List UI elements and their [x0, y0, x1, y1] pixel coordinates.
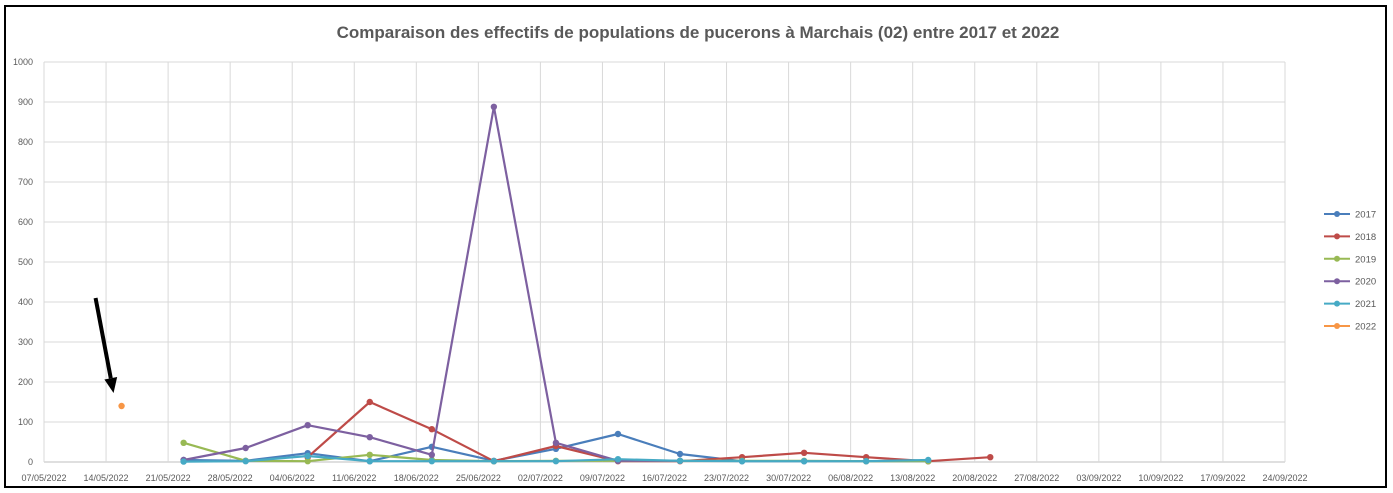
- data-point-2017: [614, 430, 622, 438]
- y-tick-label: 100: [18, 417, 33, 427]
- x-tick-label: 03/09/2022: [1076, 473, 1121, 483]
- legend-item-2022[interactable]: 2022: [1324, 322, 1376, 333]
- x-tick-label: 09/07/2022: [580, 473, 625, 483]
- x-tick-label: 27/08/2022: [1014, 473, 1059, 483]
- x-tick-label: 18/06/2022: [394, 473, 439, 483]
- legend-label: 2021: [1355, 299, 1376, 310]
- data-point-2020: [242, 444, 249, 452]
- x-axis: 07/05/2022 14/05/2022 21/05/2022 28/05/2022…: [21, 473, 1307, 483]
- data-point-2019: [180, 439, 187, 446]
- data-point-2021: [242, 458, 249, 465]
- x-tick-label: 13/08/2022: [890, 473, 935, 483]
- legend-label: 2019: [1355, 254, 1376, 265]
- data-point-2020: [552, 439, 560, 446]
- y-tick-label: 800: [18, 137, 33, 147]
- x-tick-label: 20/08/2022: [952, 473, 997, 483]
- legend-label: 2018: [1355, 232, 1376, 243]
- x-tick-label: 14/05/2022: [84, 473, 129, 483]
- data-point-2021: [925, 456, 932, 464]
- legend-item-2017[interactable]: 2017: [1324, 210, 1376, 221]
- data-point-2021: [304, 452, 311, 460]
- data-point-2021: [738, 458, 746, 465]
- arrow-head: [104, 377, 118, 393]
- legend-label: 2022: [1355, 322, 1376, 333]
- y-tick-label: 400: [18, 297, 33, 307]
- y-tick-label: 500: [18, 257, 33, 267]
- data-point-2018: [366, 398, 373, 406]
- data-point-2019: [366, 451, 373, 458]
- data-point-2022: [118, 402, 125, 410]
- y-tick-label: 300: [18, 337, 33, 347]
- x-tick-label: 30/07/2022: [766, 473, 811, 483]
- chart-title: Comparaison des effectifs de populations…: [337, 23, 1060, 42]
- y-tick-label: 1000: [13, 57, 33, 67]
- legend-marker: [1334, 233, 1340, 240]
- data-point-2018: [800, 449, 808, 456]
- data-point-2021: [366, 458, 373, 465]
- data-point-2021: [862, 458, 870, 465]
- data-point-2021: [614, 456, 622, 463]
- legend-marker: [1334, 278, 1340, 285]
- legend-item-2021[interactable]: 2021: [1324, 299, 1376, 310]
- series-2022: [118, 402, 125, 410]
- x-tick-label: 25/06/2022: [456, 473, 501, 483]
- data-point-2020: [304, 422, 311, 429]
- data-point-2021: [490, 458, 498, 465]
- x-tick-label: 23/07/2022: [704, 473, 749, 483]
- annotation-arrow: [93, 297, 118, 393]
- y-tick-label: 700: [18, 177, 33, 187]
- y-tick-label: 200: [18, 377, 33, 387]
- x-tick-label: 16/07/2022: [642, 473, 687, 483]
- legend-label: 2017: [1355, 210, 1376, 221]
- x-tick-label: 06/08/2022: [828, 473, 873, 483]
- legend-marker: [1334, 300, 1340, 307]
- x-tick-label: 17/09/2022: [1200, 473, 1245, 483]
- x-tick-label: 21/05/2022: [146, 473, 191, 483]
- x-tick-label: 28/05/2022: [208, 473, 253, 483]
- legend-marker: [1334, 323, 1340, 329]
- y-tick-label: 600: [18, 217, 33, 227]
- data-point-2017: [676, 450, 684, 458]
- data-point-2020: [490, 103, 498, 111]
- x-tick-label: 04/06/2022: [270, 473, 315, 483]
- chart-frame: [4, 5, 1387, 488]
- y-axis: 0 100 200 300 400 500 600 700 800 900 1000: [13, 57, 33, 467]
- legend[interactable]: 2017 2018 2019 2020 2021 2022: [1324, 210, 1376, 333]
- series-line-2020: [183, 105, 680, 462]
- data-point-2018: [987, 454, 994, 461]
- legend-label: 2020: [1355, 277, 1376, 288]
- data-point-2021: [180, 458, 187, 465]
- legend-item-2018[interactable]: 2018: [1324, 232, 1376, 243]
- series-2020: [180, 103, 684, 464]
- data-point-2020: [428, 451, 436, 458]
- x-tick-label: 10/09/2022: [1138, 473, 1183, 483]
- series-layer: [118, 103, 994, 465]
- x-tick-label: 24/09/2022: [1262, 473, 1307, 483]
- series-2018: [304, 398, 994, 465]
- data-point-2021: [800, 458, 808, 465]
- x-tick-label: 07/05/2022: [21, 473, 66, 483]
- data-point-2021: [552, 458, 560, 465]
- legend-marker: [1334, 211, 1340, 217]
- y-tick-label: 0: [28, 457, 33, 467]
- data-point-2019: [304, 458, 311, 465]
- legend-item-2020[interactable]: 2020: [1324, 277, 1376, 288]
- data-point-2021: [428, 458, 436, 465]
- y-tick-label: 900: [18, 97, 33, 107]
- legend-marker: [1334, 255, 1340, 262]
- data-point-2021: [676, 457, 684, 464]
- x-tick-label: 11/06/2022: [332, 473, 376, 483]
- x-tick-label: 02/07/2022: [518, 473, 563, 483]
- legend-item-2019[interactable]: 2019: [1324, 254, 1376, 265]
- data-point-2020: [366, 434, 373, 441]
- arrow-shaft: [93, 297, 113, 379]
- grid-lines: [43, 61, 1286, 463]
- data-point-2018: [428, 426, 436, 433]
- series-2021: [180, 452, 932, 465]
